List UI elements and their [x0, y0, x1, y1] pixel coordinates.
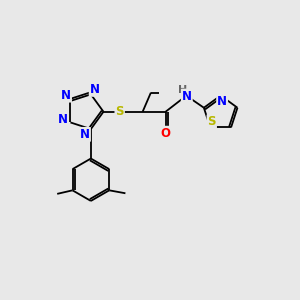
- Text: S: S: [116, 105, 124, 118]
- Text: N: N: [58, 113, 68, 126]
- Text: N: N: [90, 83, 100, 96]
- Text: S: S: [208, 115, 216, 128]
- Text: N: N: [217, 95, 227, 108]
- Text: N: N: [61, 88, 71, 102]
- Text: N: N: [80, 128, 90, 141]
- Text: N: N: [182, 90, 192, 103]
- Text: H: H: [178, 85, 187, 94]
- Text: O: O: [160, 127, 171, 140]
